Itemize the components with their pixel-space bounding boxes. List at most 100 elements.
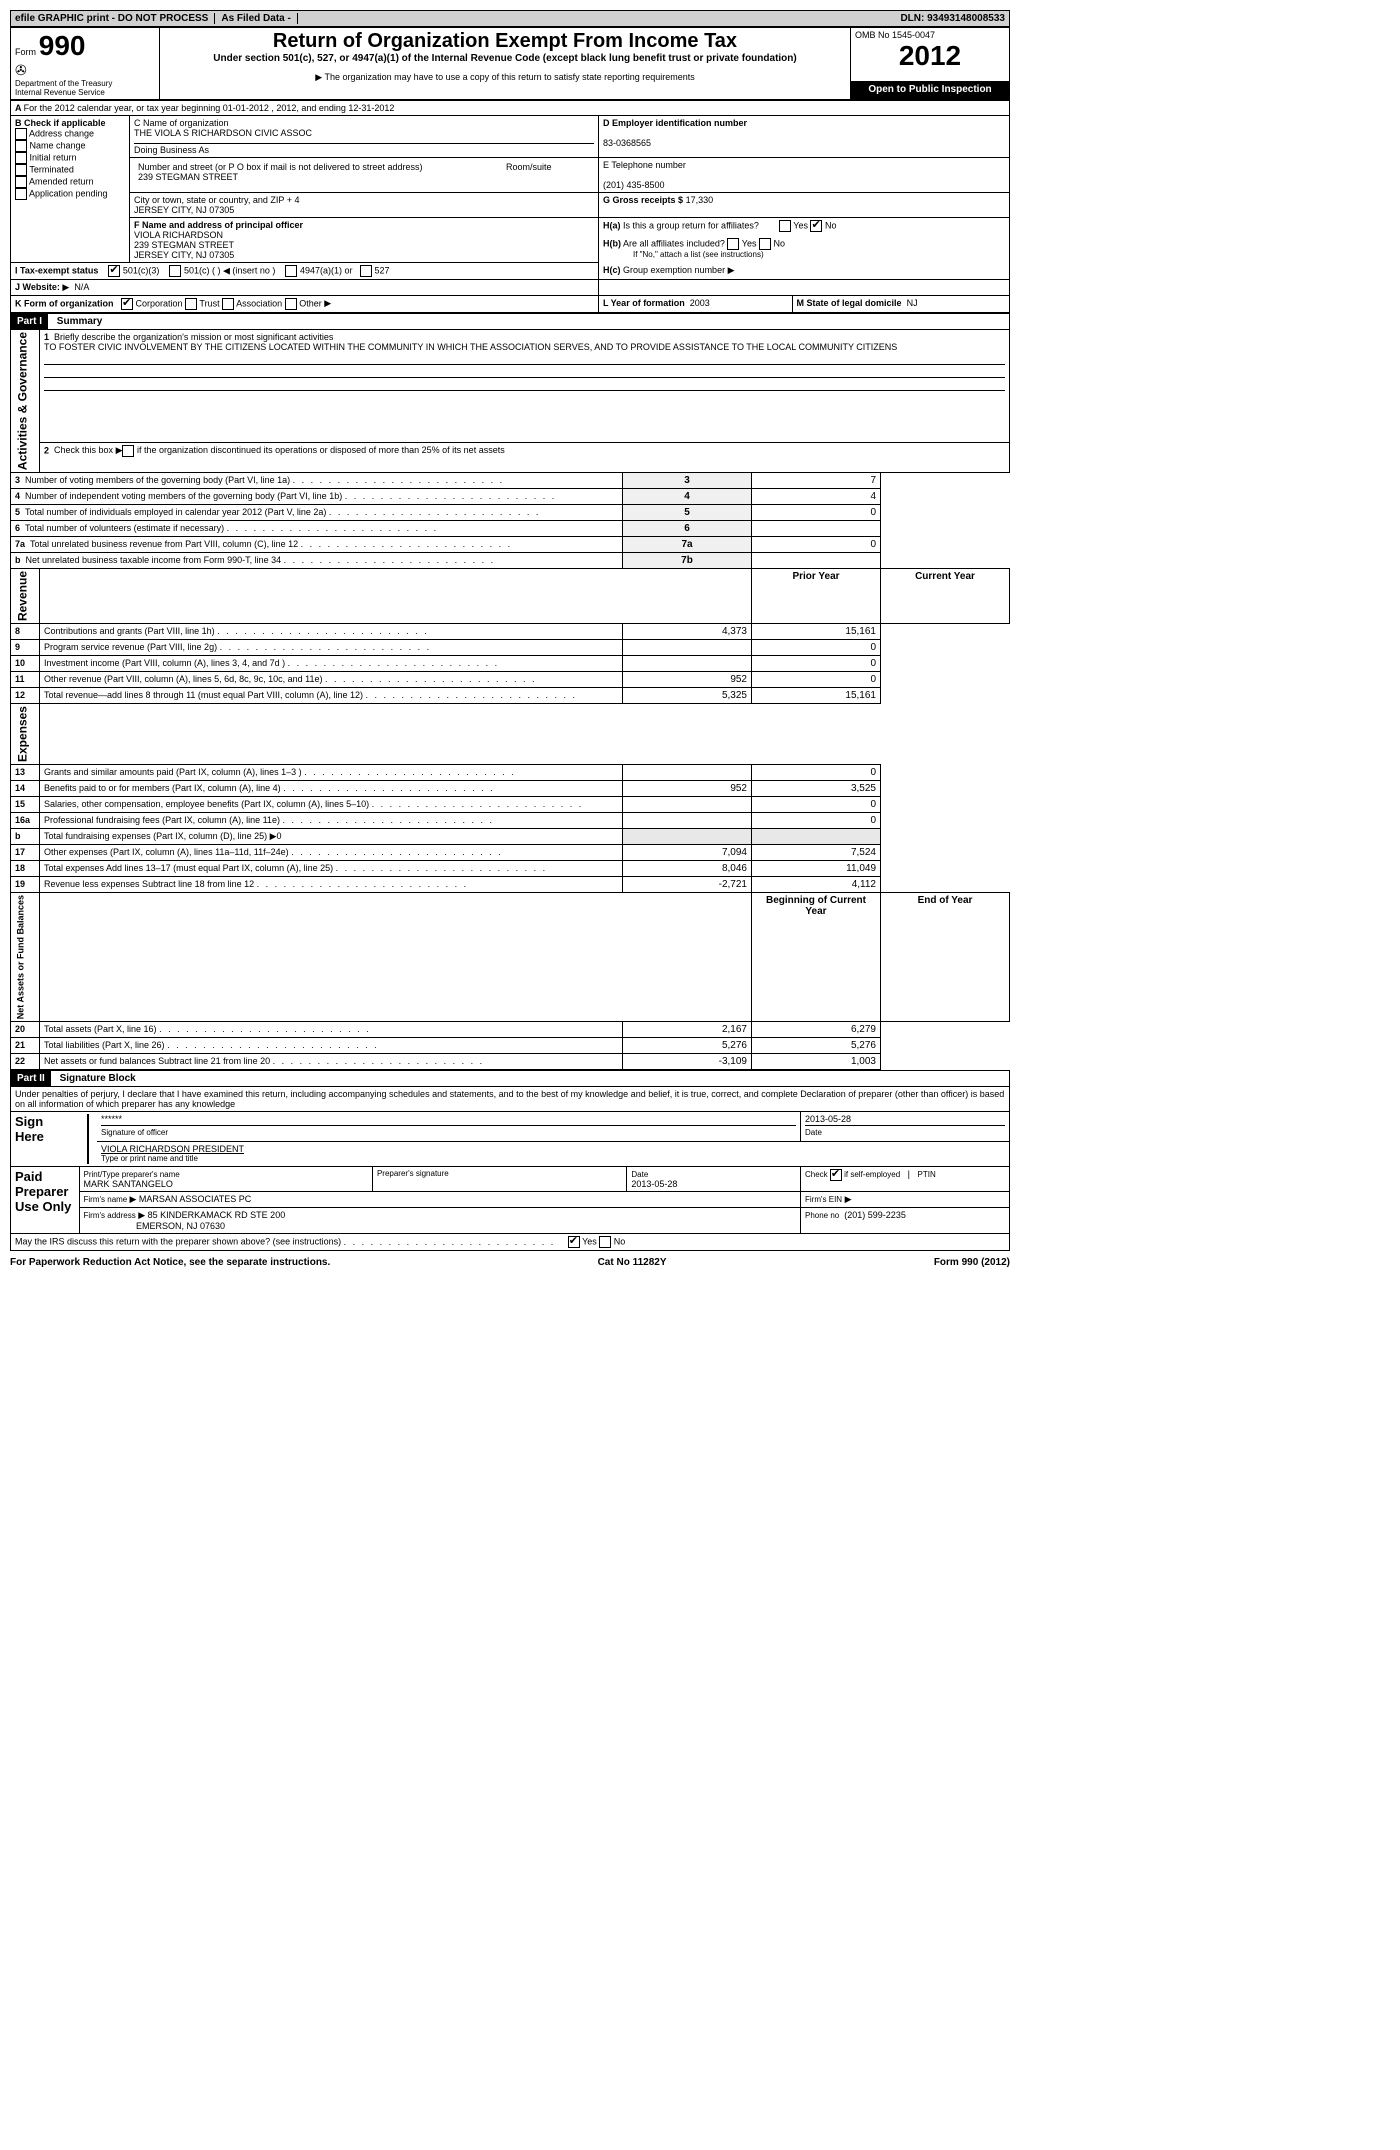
dba-label: Doing Business As: [134, 145, 209, 155]
vlabel-revenue: Revenue: [11, 569, 40, 624]
d-ein: 83-0368565: [603, 138, 651, 148]
perjury: Under penalties of perjury, I declare th…: [11, 1087, 1010, 1112]
m-label: M State of legal domicile: [797, 298, 902, 308]
prep-name: MARK SANTANGELO: [84, 1179, 173, 1189]
check-terminated[interactable]: [15, 164, 27, 176]
irs: Internal Revenue Service: [15, 88, 155, 97]
check-initial-return[interactable]: [15, 152, 27, 164]
ha-yes[interactable]: [779, 220, 791, 232]
check-amended-return[interactable]: [15, 176, 27, 188]
city: JERSEY CITY, NJ 07305: [134, 205, 234, 215]
form-number: 990: [39, 30, 86, 61]
footer-pra: For Paperwork Reduction Act Notice, see …: [10, 1257, 330, 1268]
d-label: D Employer identification number: [603, 118, 747, 128]
paid-preparer: Paid Preparer Use Only: [11, 1167, 80, 1234]
g-val: 17,330: [686, 195, 714, 205]
hb-yes[interactable]: [727, 238, 739, 250]
prep-sig-label: Preparer's signature: [372, 1167, 626, 1192]
ha-label: Is this a group return for affiliates?: [623, 220, 759, 230]
i-501c3[interactable]: [108, 265, 120, 277]
b-label: B Check if applicable: [15, 118, 106, 128]
sig-date: 2013-05-28: [805, 1114, 851, 1124]
i-527[interactable]: [360, 265, 372, 277]
for-year: For the 2012 calendar year, or tax year …: [24, 103, 395, 113]
k-label: K Form of organization: [15, 298, 114, 308]
part-i-title: Summary: [57, 316, 103, 327]
f-street: 239 STEGMAN STREET: [134, 240, 234, 250]
footer-cat: Cat No 11282Y: [598, 1257, 667, 1268]
j-label: J Website:: [15, 282, 60, 292]
g-label: G Gross receipts $: [603, 195, 683, 205]
i-501c[interactable]: [169, 265, 181, 277]
discuss: May the IRS discuss this return with the…: [15, 1237, 341, 1247]
part-ii-tag: Part II: [11, 1071, 51, 1086]
firm-name: MARSAN ASSOCIATES PC: [139, 1194, 251, 1204]
form-label: Form: [15, 47, 36, 57]
f-label: F Name and address of principal officer: [134, 220, 303, 230]
header-note: The organization may have to use a copy …: [325, 72, 695, 82]
hb-no[interactable]: [759, 238, 771, 250]
firm-phone: (201) 599-2235: [844, 1210, 906, 1220]
q2-check[interactable]: [122, 445, 134, 457]
hc-label: Group exemption number: [623, 265, 725, 275]
firm-ein-label: Firm's EIN: [805, 1195, 842, 1204]
e-label: E Telephone number: [603, 160, 686, 170]
dln-label: DLN:: [900, 13, 924, 24]
check-name-change[interactable]: [15, 140, 27, 152]
q2: Check this box if the organization disco…: [54, 445, 505, 455]
part-ii: Part II Signature Block Under penalties …: [10, 1070, 1010, 1251]
vlabel-expenses: Expenses: [11, 704, 40, 765]
l-val: 2003: [690, 298, 710, 308]
tax-year: 2012: [855, 40, 1005, 72]
prep-name-label: Print/Type preparer's name: [84, 1170, 180, 1179]
firm-phone-label: Phone no: [805, 1211, 839, 1220]
street-label: Number and street (or P O box if mail is…: [138, 162, 422, 172]
firm-addr2: EMERSON, NJ 07630: [136, 1221, 225, 1231]
open-public: Open to Public Inspection: [851, 81, 1010, 99]
hdr-current: Current Year: [881, 569, 1010, 624]
room-label: Room/suite: [506, 162, 552, 172]
k-assoc[interactable]: [222, 298, 234, 310]
k-other[interactable]: [285, 298, 297, 310]
street: 239 STEGMAN STREET: [138, 172, 238, 182]
f-name: VIOLA RICHARDSON: [134, 230, 223, 240]
k-trust[interactable]: [185, 298, 197, 310]
sig-label: Signature of officer: [101, 1128, 168, 1137]
hdr-prior: Prior Year: [752, 569, 881, 624]
j-val: N/A: [74, 282, 89, 292]
check-address-change[interactable]: [15, 128, 27, 140]
vlabel-governance: Activities & Governance: [11, 330, 40, 473]
q1-text: TO FOSTER CIVIC INVOLVEMENT BY THE CITIZ…: [44, 342, 897, 352]
form-subtitle: Under section 501(c), 527, or 4947(a)(1)…: [164, 53, 846, 64]
k-corp[interactable]: [121, 298, 133, 310]
i-4947[interactable]: [285, 265, 297, 277]
discuss-no[interactable]: [599, 1236, 611, 1248]
hdr-end: End of Year: [881, 893, 1010, 1022]
sign-here: Sign Here: [11, 1112, 80, 1167]
c-name: THE VIOLA S RICHARDSON CIVIC ASSOC: [134, 128, 312, 138]
firm-addr1: 85 KINDERKAMACK RD STE 200: [148, 1210, 286, 1220]
city-label: City or town, state or country, and ZIP …: [134, 195, 300, 205]
hb-label: Are all affiliates included?: [623, 238, 725, 248]
efile-text: efile GRAPHIC print - DO NOT PROCESS: [15, 13, 215, 24]
officer-name: VIOLA RICHARDSON PRESIDENT: [101, 1144, 244, 1154]
footer-form: Form 990 (2012): [934, 1257, 1010, 1268]
officer-label: Type or print name and title: [101, 1154, 1005, 1163]
dept: Department of the Treasury: [15, 79, 155, 88]
ha-no[interactable]: [810, 220, 822, 232]
part-i-tag: Part I: [11, 314, 48, 329]
check-application-pending[interactable]: [15, 188, 27, 200]
hdr-begin: Beginning of Current Year: [752, 893, 881, 1022]
prep-date: 2013-05-28: [631, 1179, 677, 1189]
discuss-yes[interactable]: [568, 1236, 580, 1248]
q1-label: Briefly describe the organization's miss…: [54, 332, 333, 342]
hb-note: If "No," attach a list (see instructions…: [633, 250, 1005, 259]
date-label: Date: [805, 1128, 822, 1137]
dln-value: 93493148008533: [927, 13, 1005, 24]
part-ii-title: Signature Block: [60, 1073, 136, 1084]
part-i: Part I Summary Activities & Governance 1…: [10, 313, 1010, 1070]
self-employed-check[interactable]: [830, 1169, 842, 1181]
sig-stars: ******: [101, 1114, 122, 1124]
firm-name-label: Firm's name: [84, 1195, 130, 1204]
dln: DLN: 93493148008533: [900, 13, 1005, 24]
